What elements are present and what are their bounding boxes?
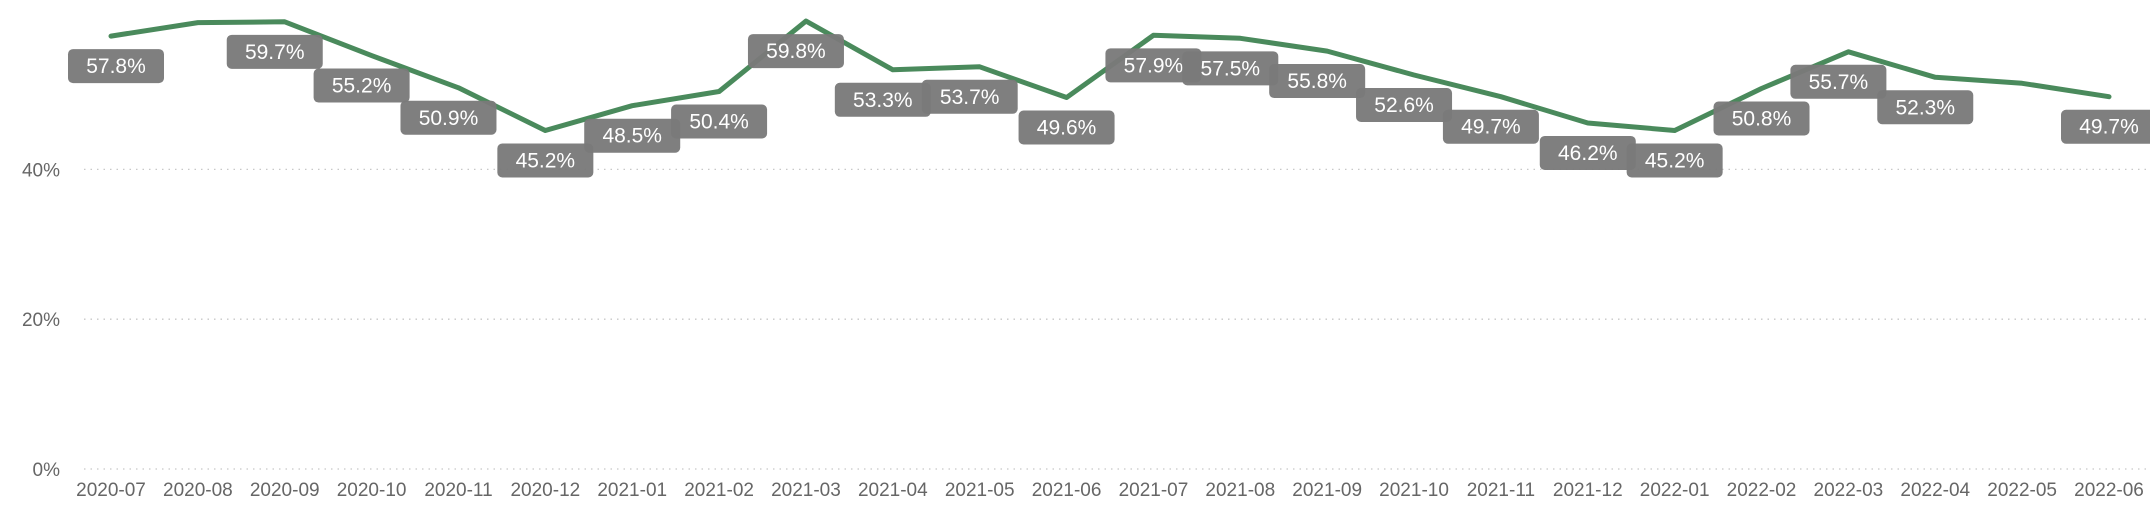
x-tick-label: 2020-08 bbox=[163, 480, 233, 501]
data-label-box bbox=[313, 68, 410, 103]
data-label-box bbox=[747, 34, 844, 69]
data-label: 45.2% bbox=[1645, 149, 1705, 172]
x-tick-label: 2021-06 bbox=[1032, 480, 1102, 501]
data-label-box bbox=[1105, 48, 1202, 83]
data-label: 49.7% bbox=[1461, 116, 1521, 139]
data-label: 52.3% bbox=[1895, 96, 1955, 119]
data-label-box bbox=[584, 118, 681, 153]
x-tick-label: 2020-07 bbox=[76, 480, 146, 501]
data-label-box bbox=[2061, 109, 2150, 144]
data-labels: 57.8% 59.7% 55.2% 50.9% 45.2% 48.5% 50.4% 59.8%… bbox=[68, 34, 2150, 178]
data-label: 59.7% bbox=[245, 41, 305, 64]
data-label-box bbox=[834, 82, 931, 117]
data-label: 48.5% bbox=[602, 125, 662, 148]
x-tick-label: 2021-02 bbox=[684, 480, 754, 501]
x-tick-label: 2022-05 bbox=[1987, 480, 2057, 501]
x-tick-label: 2022-04 bbox=[1900, 480, 1970, 501]
data-label: 50.9% bbox=[419, 107, 479, 130]
data-label-box bbox=[1877, 90, 1974, 125]
data-label: 45.2% bbox=[516, 149, 576, 172]
x-tick-label: 2021-08 bbox=[1205, 480, 1275, 501]
data-label: 53.7% bbox=[940, 86, 1000, 109]
x-tick-label: 2021-03 bbox=[771, 480, 841, 501]
y-axis: 0% 20% 40% bbox=[22, 160, 60, 481]
x-tick-label: 2022-03 bbox=[1814, 480, 1884, 501]
data-label-box bbox=[671, 104, 768, 139]
x-tick-label: 2020-11 bbox=[424, 480, 492, 501]
x-tick-label: 2022-01 bbox=[1640, 480, 1710, 501]
data-label-box bbox=[1442, 109, 1539, 144]
data-label: 55.2% bbox=[332, 75, 392, 98]
data-label: 53.3% bbox=[853, 89, 913, 112]
data-label: 46.2% bbox=[1558, 142, 1618, 165]
data-label-box bbox=[226, 34, 323, 69]
data-label-box bbox=[1539, 135, 1636, 170]
data-label-box bbox=[1356, 88, 1453, 123]
data-label: 50.4% bbox=[689, 111, 749, 134]
data-label: 55.7% bbox=[1809, 71, 1869, 94]
data-label: 57.5% bbox=[1201, 57, 1261, 80]
y-tick-label: 40% bbox=[22, 160, 60, 181]
x-tick-label: 2021-10 bbox=[1379, 480, 1449, 501]
x-tick-label: 2022-02 bbox=[1727, 480, 1797, 501]
gridlines bbox=[84, 168, 2150, 470]
data-label-box bbox=[68, 49, 164, 84]
data-label: 49.6% bbox=[1037, 116, 1097, 139]
x-tick-label: 2021-04 bbox=[858, 480, 928, 501]
data-label-box bbox=[400, 100, 497, 135]
x-tick-label: 2022-06 bbox=[2074, 480, 2144, 501]
x-tick-label: 2021-12 bbox=[1553, 480, 1623, 501]
data-label-box bbox=[1018, 110, 1115, 145]
data-label-box bbox=[1182, 51, 1279, 86]
data-label-box bbox=[1713, 101, 1810, 136]
data-label: 59.8% bbox=[766, 40, 826, 63]
x-tick-label: 2021-05 bbox=[945, 480, 1015, 501]
x-tick-label: 2021-01 bbox=[597, 480, 667, 501]
x-tick-label: 2020-10 bbox=[337, 480, 407, 501]
data-label-box bbox=[1269, 64, 1366, 99]
x-axis: 2020-07 2020-08 2020-09 2020-10 2020-11 2020-… bbox=[76, 480, 2144, 501]
data-label: 49.7% bbox=[2079, 116, 2139, 139]
data-label: 50.8% bbox=[1732, 108, 1792, 131]
x-tick-label: 2021-11 bbox=[1467, 480, 1535, 501]
data-label-box bbox=[921, 79, 1018, 114]
data-label: 55.8% bbox=[1287, 70, 1347, 93]
x-tick-label: 2021-09 bbox=[1292, 480, 1362, 501]
x-tick-label: 2020-12 bbox=[510, 480, 580, 501]
data-label: 52.6% bbox=[1374, 94, 1434, 117]
data-label-box bbox=[497, 143, 594, 178]
data-label-box bbox=[1626, 143, 1723, 178]
y-tick-label: 20% bbox=[22, 310, 60, 331]
y-tick-label: 0% bbox=[33, 460, 61, 481]
data-label: 57.8% bbox=[86, 55, 146, 78]
data-label: 57.9% bbox=[1124, 54, 1184, 77]
x-tick-label: 2020-09 bbox=[250, 480, 320, 501]
x-tick-label: 2021-07 bbox=[1119, 480, 1189, 501]
data-label-box bbox=[1790, 64, 1887, 99]
